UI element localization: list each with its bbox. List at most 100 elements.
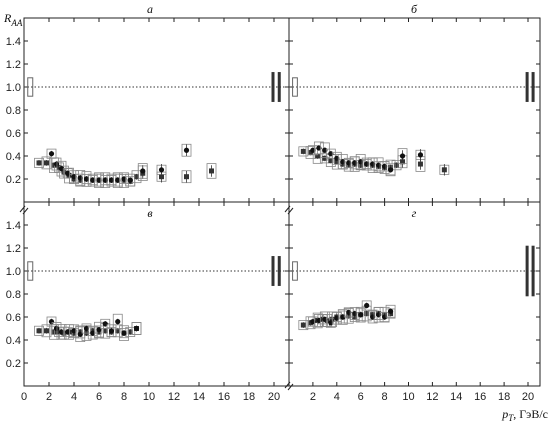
data-point-square bbox=[51, 162, 57, 168]
y-axis-break-right-stroke bbox=[287, 207, 294, 215]
y-tick-label: 0.4 bbox=[6, 335, 21, 347]
x-tick-label: 12 bbox=[168, 391, 180, 403]
data-point-square bbox=[315, 153, 321, 159]
data-point-circle bbox=[387, 308, 394, 314]
normalization-box-open bbox=[292, 261, 298, 281]
x-tick-label: 16 bbox=[218, 391, 230, 403]
data-point-circle bbox=[58, 329, 65, 335]
x-tick-label: 4 bbox=[71, 391, 77, 403]
data-point-circle bbox=[96, 327, 102, 333]
data-point-square bbox=[127, 329, 133, 335]
data-point-circle bbox=[364, 302, 370, 309]
data-point-circle bbox=[115, 177, 121, 183]
x-tick-label: 16 bbox=[474, 391, 486, 403]
y-axis-break-right-stroke bbox=[284, 205, 291, 213]
x-tick-label: 14 bbox=[450, 391, 462, 403]
data-point-circle bbox=[358, 312, 364, 318]
y-axis-break-left-stroke bbox=[22, 207, 29, 215]
data-point-square bbox=[66, 173, 72, 179]
x-tick-label: 2 bbox=[310, 391, 316, 403]
x-tick-label: 20 bbox=[522, 391, 534, 403]
data-point-circle bbox=[71, 328, 77, 334]
systematic-error-box bbox=[46, 316, 57, 327]
x-tick-label: 2 bbox=[46, 391, 52, 403]
data-point-square bbox=[394, 162, 400, 168]
y-axis-label-sub: AA bbox=[10, 18, 22, 28]
y-tick-label: 0.2 bbox=[6, 174, 21, 186]
y-tick-label: 1.4 bbox=[6, 220, 21, 232]
data-point-circle bbox=[71, 174, 77, 180]
data-point-circle bbox=[65, 170, 71, 176]
y-axis-break-left bbox=[19, 205, 29, 215]
data-point-square bbox=[36, 160, 42, 166]
normalization-box-open bbox=[27, 77, 34, 97]
x-tick-label: 14 bbox=[193, 391, 205, 403]
data-point-square bbox=[352, 314, 358, 320]
normalization-box-solid bbox=[525, 72, 529, 102]
data-point-square bbox=[417, 161, 423, 167]
systematic-error-box bbox=[206, 163, 217, 179]
systematic-error-box bbox=[319, 142, 330, 159]
systematic-error-box bbox=[41, 156, 52, 170]
systematic-error-box bbox=[391, 160, 402, 171]
normalization-box-solid bbox=[277, 256, 281, 286]
systematic-error-box bbox=[325, 317, 336, 328]
systematic-error-box bbox=[313, 141, 324, 155]
systematic-error-box bbox=[51, 322, 62, 335]
data-point-circle bbox=[108, 328, 115, 334]
data-point-circle bbox=[121, 330, 127, 336]
normalization-box-open bbox=[27, 261, 34, 281]
data-point-square bbox=[51, 329, 57, 335]
panel-title-b: б bbox=[411, 2, 418, 16]
data-point-square bbox=[308, 150, 314, 156]
data-point-circle bbox=[121, 176, 127, 182]
data-point-square bbox=[346, 313, 352, 319]
x-tick-label: 12 bbox=[426, 391, 438, 403]
data-point-circle bbox=[399, 153, 406, 159]
systematic-error-box bbox=[69, 324, 79, 338]
data-point-circle bbox=[108, 177, 115, 183]
x-axis-label-main: p bbox=[501, 407, 508, 421]
systematic-error-box bbox=[46, 148, 57, 159]
systematic-error-box bbox=[100, 318, 111, 329]
systematic-error-box bbox=[41, 324, 52, 338]
normalization-box-solid bbox=[531, 245, 535, 297]
x-axis-label-sub: T bbox=[508, 413, 514, 423]
y-tick-label: 1.0 bbox=[6, 266, 21, 278]
y-tick-label: 1.0 bbox=[6, 82, 21, 94]
data-point-circle bbox=[102, 321, 108, 327]
panel-title-g: г bbox=[412, 206, 417, 220]
data-point-square bbox=[44, 328, 49, 334]
data-points bbox=[24, 72, 540, 343]
data-point-circle bbox=[83, 176, 90, 182]
data-point-circle bbox=[127, 177, 133, 183]
data-point-circle bbox=[83, 325, 90, 332]
x-axis-label: pT, ГэВ/c bbox=[501, 407, 548, 423]
systematic-error-box bbox=[181, 170, 192, 184]
normalization-box-solid bbox=[525, 245, 529, 297]
x-tick-label: 20 bbox=[268, 391, 280, 403]
data-point-circle bbox=[417, 152, 424, 158]
x-tick-label: 6 bbox=[358, 391, 364, 403]
data-point-circle bbox=[140, 168, 146, 174]
data-point-square bbox=[36, 328, 42, 334]
systematic-error-box bbox=[137, 163, 148, 179]
data-point-circle bbox=[183, 147, 190, 153]
normalization-box-solid bbox=[271, 72, 275, 102]
systematic-error-box bbox=[367, 310, 378, 324]
x-tick-label: 8 bbox=[121, 391, 127, 403]
x-tick-label: 10 bbox=[402, 391, 414, 403]
y-axis-label: RAA bbox=[3, 11, 23, 28]
y-tick-label: 0.2 bbox=[6, 358, 21, 370]
x-tick-label: 18 bbox=[243, 391, 255, 403]
data-point-circle bbox=[96, 177, 102, 183]
data-point-circle bbox=[387, 167, 394, 173]
data-point-square bbox=[364, 311, 370, 317]
data-point-circle bbox=[53, 325, 60, 332]
systematic-error-box bbox=[373, 306, 384, 323]
systematic-error-box bbox=[331, 151, 342, 165]
y-tick-label: 0.8 bbox=[6, 289, 21, 301]
systematic-error-box bbox=[51, 157, 62, 171]
data-point-circle bbox=[77, 331, 83, 337]
systematic-error-box bbox=[325, 148, 336, 159]
